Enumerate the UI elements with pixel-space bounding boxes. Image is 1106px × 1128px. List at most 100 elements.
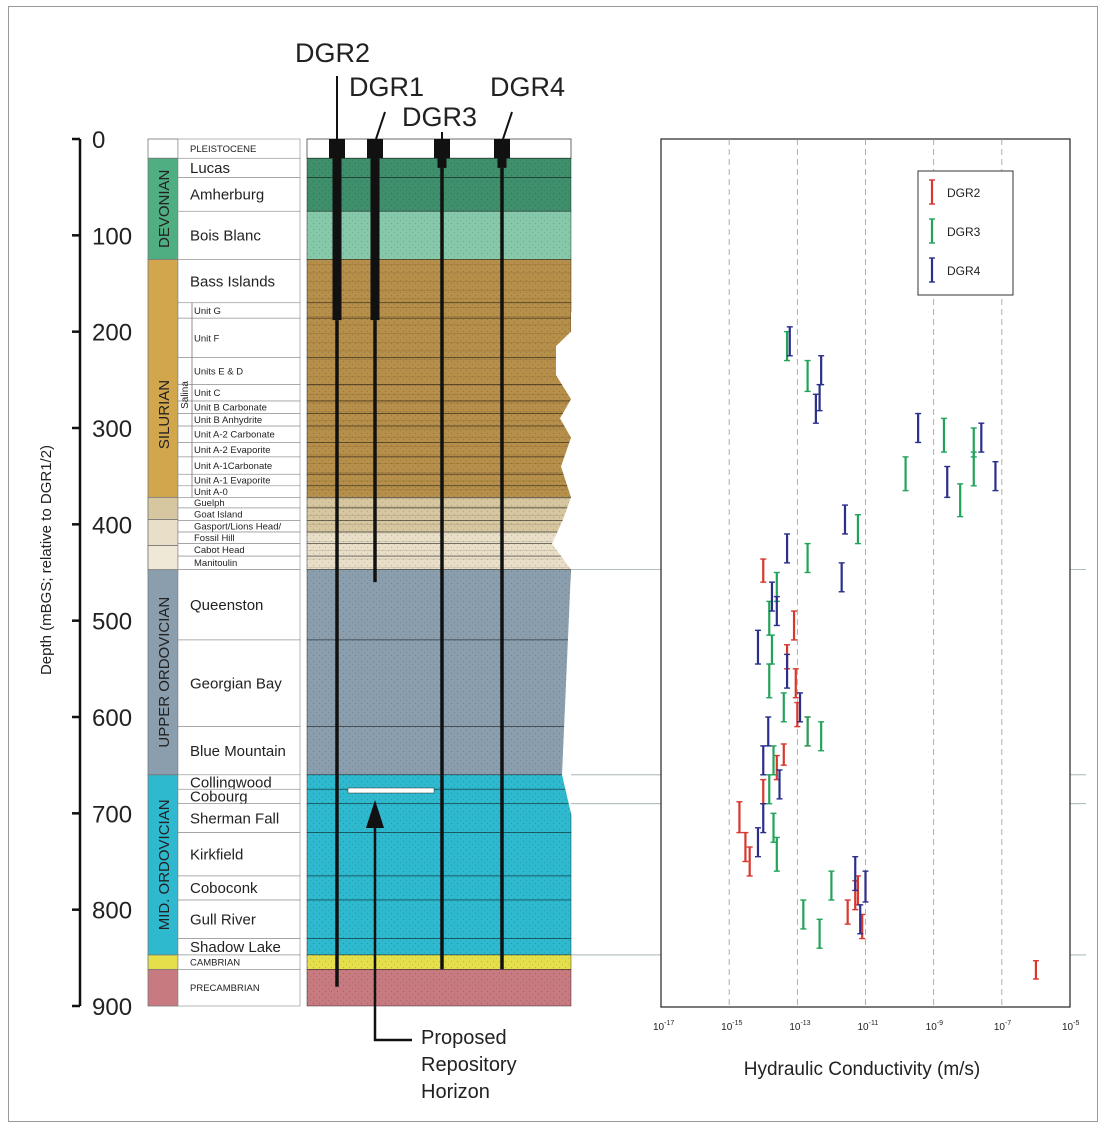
x-tick-label: 10-17 <box>653 1020 674 1033</box>
depth-tick-label: 400 <box>92 512 132 539</box>
litho-texture <box>307 803 571 833</box>
formation-label: Cobourg <box>190 789 248 806</box>
formation-label: Sherman Fall <box>190 810 279 827</box>
series-dgr3 <box>766 330 977 949</box>
system-cell <box>147 774 179 956</box>
repository-marker <box>347 787 435 794</box>
formation-label: Bass Islands <box>190 273 275 290</box>
depth-tick-label: 100 <box>92 223 132 250</box>
repository-label-line-2: Repository <box>421 1054 517 1076</box>
litho-texture <box>307 177 571 212</box>
formation-label: Unit G <box>194 306 221 317</box>
formation-cell <box>177 899 301 939</box>
litho-texture <box>307 401 571 414</box>
series-dgr4 <box>754 326 999 935</box>
formation-label: Coboconk <box>190 880 258 897</box>
well-casing <box>497 158 507 168</box>
system-cell <box>147 968 179 1007</box>
system-label: SILURIAN <box>156 380 173 449</box>
formation-label: Amherburg <box>190 187 264 204</box>
formation-cell <box>177 357 301 385</box>
formation-label: Guelph <box>194 498 225 509</box>
formation-cell <box>177 259 301 304</box>
depth-axis-label: Depth (mBGS; relative to DGR1/2) <box>38 445 55 675</box>
formation-label: Unit A-2 Carbonate <box>194 430 275 441</box>
system-column: DEVONIAN SILURIAN UPPER ORDOVICIAN MID. ORD… <box>147 138 179 1007</box>
well-collar <box>329 139 345 159</box>
formation-cell <box>177 177 301 212</box>
repository-label-line-3: Horizon <box>421 1081 490 1103</box>
litho-texture <box>307 832 571 876</box>
litho-texture <box>307 474 571 486</box>
well-label: DGR2 <box>295 38 370 68</box>
repository-leader-line <box>373 826 412 1042</box>
system-label: MID. ORDOVICIAN <box>156 799 173 930</box>
proposed-repository-horizon: Proposed Repository Horizon <box>347 787 517 1103</box>
well-label: DGR1 <box>349 72 424 102</box>
well-collar <box>367 139 383 159</box>
well-label: DGR4 <box>490 72 565 102</box>
well-casing <box>332 158 342 321</box>
formation-label: Unit B Anhydrite <box>194 415 262 426</box>
litho-texture <box>307 318 571 358</box>
legend-label: DGR3 <box>947 225 981 239</box>
litho-texture <box>307 456 571 475</box>
x-tick-label: 10-13 <box>789 1020 810 1033</box>
formation-label: Queenston <box>190 597 263 614</box>
well-label-leader <box>502 111 513 140</box>
depth-tick-label: 800 <box>92 898 132 925</box>
depth-tick-label: 600 <box>92 705 132 732</box>
x-axis-label: Hydraulic Conductivity (m/s) <box>744 1059 981 1080</box>
formation-label: Goat Island <box>194 510 243 521</box>
formation-label: Cabot Head <box>194 545 245 556</box>
repository-arrow-icon <box>366 800 384 828</box>
legend-box <box>917 170 1014 296</box>
litho-texture <box>307 211 571 260</box>
litho-texture <box>307 507 571 521</box>
formation-label: Manitoulin <box>194 558 237 569</box>
system-cell <box>147 519 179 546</box>
litho-texture <box>307 954 571 970</box>
depth-tick-label: 900 <box>92 994 132 1021</box>
formation-label: PRECAMBRIAN <box>190 983 260 994</box>
x-tick-label: 10-9 <box>926 1020 943 1033</box>
x-tick-label: 10-15 <box>721 1020 742 1033</box>
formation-label: Gull River <box>190 912 256 929</box>
formation-label: Lucas <box>190 160 230 177</box>
litho-texture <box>307 259 571 303</box>
well-casing <box>437 158 447 168</box>
formation-label: Unit F <box>194 333 220 344</box>
system-label: DEVONIAN <box>156 170 173 248</box>
litho-texture <box>307 639 571 727</box>
formation-cell <box>177 832 301 877</box>
litho-texture <box>307 569 571 640</box>
x-tick-label: 10-5 <box>1062 1020 1079 1033</box>
chart-series <box>736 326 1039 980</box>
formation-label: Gasport/Lions Head/ <box>194 522 281 533</box>
x-tick-label: 10-7 <box>994 1020 1011 1033</box>
formation-label: PLEISTOCENE <box>190 144 256 155</box>
depth-tick-label: 200 <box>92 320 132 347</box>
depth-tick-label: 0 <box>92 127 105 154</box>
litho-texture <box>307 497 571 508</box>
depth-axis: 0 100 200 300 400 500 600 700 800 900 <box>72 127 132 1021</box>
formation-label: CAMBRIAN <box>190 957 240 968</box>
formation-label: Blue Mountain <box>190 743 286 760</box>
formation-label: Unit A-1Carbonate <box>194 461 272 472</box>
litho-texture <box>307 485 571 498</box>
system-cell <box>147 569 179 776</box>
system-cell <box>147 157 179 260</box>
formation-cell <box>177 969 301 1007</box>
litho-texture <box>307 938 571 955</box>
formation-label: Georgian Bay <box>190 676 282 693</box>
depth-tick-label: 700 <box>92 801 132 828</box>
x-tick-label: 10-11 <box>858 1020 879 1033</box>
conductivity-chart: 10-17 10-15 10-13 10-11 10-9 10-7 10-5 Hydraul… <box>653 138 1079 1080</box>
depth-tick-label: 300 <box>92 416 132 443</box>
litho-texture <box>307 726 571 775</box>
litho-texture <box>307 900 571 939</box>
litho-texture <box>307 520 571 533</box>
legend-label: DGR2 <box>947 186 981 200</box>
